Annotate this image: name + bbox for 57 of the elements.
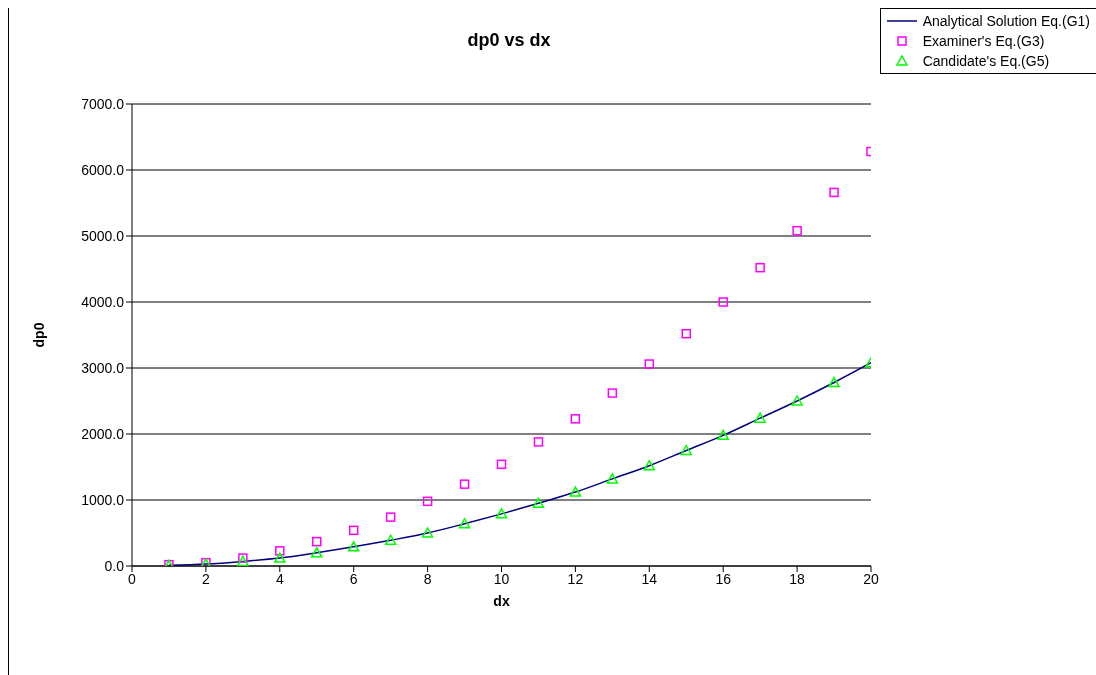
x-tick-label: 6 (349, 570, 358, 587)
x-tick-label: 2 (202, 570, 210, 587)
y-tick-label: 2000.0 (81, 425, 125, 442)
point (754, 412, 766, 423)
x-tick-label: 10 (493, 570, 510, 587)
point (717, 429, 729, 441)
point (828, 376, 840, 388)
x-axis-title: dx (493, 593, 510, 609)
y-tick-label: 5000.0 (81, 227, 125, 244)
y-tick-label: 3000.0 (81, 359, 125, 376)
point (829, 187, 839, 198)
legend-label: Candidate's Eq.(G5) (922, 52, 1050, 71)
y-tick-label: 6000.0 (81, 161, 125, 178)
point (459, 479, 470, 489)
y-tick-label: 1000.0 (81, 491, 125, 508)
point (496, 459, 507, 470)
point (607, 388, 618, 398)
x-tick-label: 20 (863, 570, 879, 587)
point (495, 508, 508, 519)
point (384, 534, 397, 546)
x-tick-label: 16 (715, 570, 732, 587)
point (755, 262, 765, 273)
point (644, 359, 655, 369)
x-tick-label: 0 (128, 570, 137, 587)
x-tick-label: 18 (789, 570, 806, 587)
point (791, 395, 803, 406)
point (422, 496, 433, 507)
y-axis-title: dp0 (30, 322, 47, 348)
x-tick-label: 4 (275, 570, 284, 587)
point (385, 512, 396, 522)
point (347, 541, 360, 552)
x-tick-label: 8 (423, 570, 432, 587)
point (569, 486, 582, 497)
point (606, 473, 619, 484)
legend-label: Analytical Solution Eq.(G1) (922, 12, 1090, 31)
point (348, 525, 359, 536)
point (312, 536, 322, 547)
point (681, 328, 691, 339)
x-tick-label: 14 (641, 570, 658, 587)
point (458, 518, 471, 529)
point (275, 546, 285, 556)
point (533, 437, 544, 447)
point (274, 552, 286, 563)
x-tick-label: 12 (567, 570, 584, 587)
chart-title: dp0 vs dx (467, 30, 551, 50)
point (680, 444, 692, 456)
point (570, 414, 581, 424)
y-tick-label: 7000.0 (81, 95, 125, 112)
point (532, 497, 545, 509)
y-tick-label: 4000.0 (81, 293, 125, 310)
y-tick-label: 0.0 (104, 557, 125, 574)
point (311, 547, 323, 558)
point (718, 297, 728, 307)
point (792, 225, 802, 236)
point (421, 527, 434, 538)
legend-label: Examiner's Eq.(G3) (922, 32, 1045, 51)
point (643, 459, 656, 471)
